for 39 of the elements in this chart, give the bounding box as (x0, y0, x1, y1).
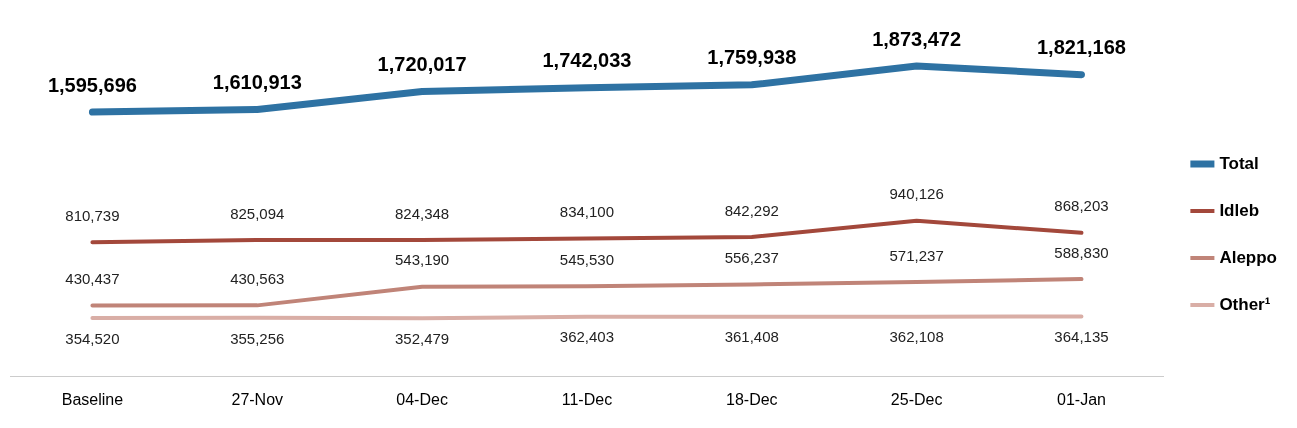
x-tick-label: 27-Nov (231, 390, 284, 408)
data-label: 868,203 (1054, 197, 1109, 215)
data-label: 834,100 (559, 203, 615, 221)
data-label: 543,190 (394, 251, 450, 269)
data-label: 430,563 (230, 270, 285, 288)
data-label: 355,256 (230, 329, 285, 347)
data-label: 825,094 (230, 204, 285, 222)
data-label: 361,408 (724, 328, 779, 346)
data-label: 430,437 (65, 270, 120, 288)
data-label: 1,873,472 (872, 27, 962, 50)
data-label: 362,403 (559, 328, 615, 346)
data-label: 362,108 (889, 328, 944, 346)
data-label: 824,348 (394, 204, 450, 222)
legend-label: Other¹ (1219, 294, 1271, 314)
data-label: 1,595,696 (47, 73, 137, 96)
data-label: 810,739 (65, 206, 120, 224)
data-label: 364,135 (1054, 328, 1109, 346)
legend-label: Total (1219, 153, 1259, 173)
x-tick-label: Baseline (61, 390, 124, 408)
x-tick-label: 01-Jan (1057, 390, 1106, 408)
x-tick-label: 11-Dec (561, 390, 613, 408)
x-tick-label: 18-Dec (726, 390, 778, 408)
data-label: 1,821,168 (1036, 36, 1126, 59)
data-label: 571,237 (889, 246, 944, 264)
data-label: 352,479 (394, 329, 450, 347)
data-label: 588,830 (1054, 243, 1109, 261)
data-label: 1,759,938 (707, 46, 797, 69)
x-tick-label: 04-Dec (396, 390, 448, 408)
data-label: 556,237 (724, 249, 779, 267)
legend-label: Aleppo (1219, 247, 1277, 267)
data-label: 1,720,017 (377, 52, 467, 75)
data-label: 1,742,033 (542, 49, 632, 72)
data-label: 545,530 (559, 250, 615, 268)
data-label: 354,520 (65, 329, 120, 347)
data-label: 1,610,913 (212, 71, 302, 94)
data-label: 842,292 (724, 201, 779, 219)
x-tick-label: 25-Dec (890, 390, 943, 408)
legend-label: Idleb (1219, 200, 1260, 220)
data-label: 940,126 (889, 185, 944, 203)
